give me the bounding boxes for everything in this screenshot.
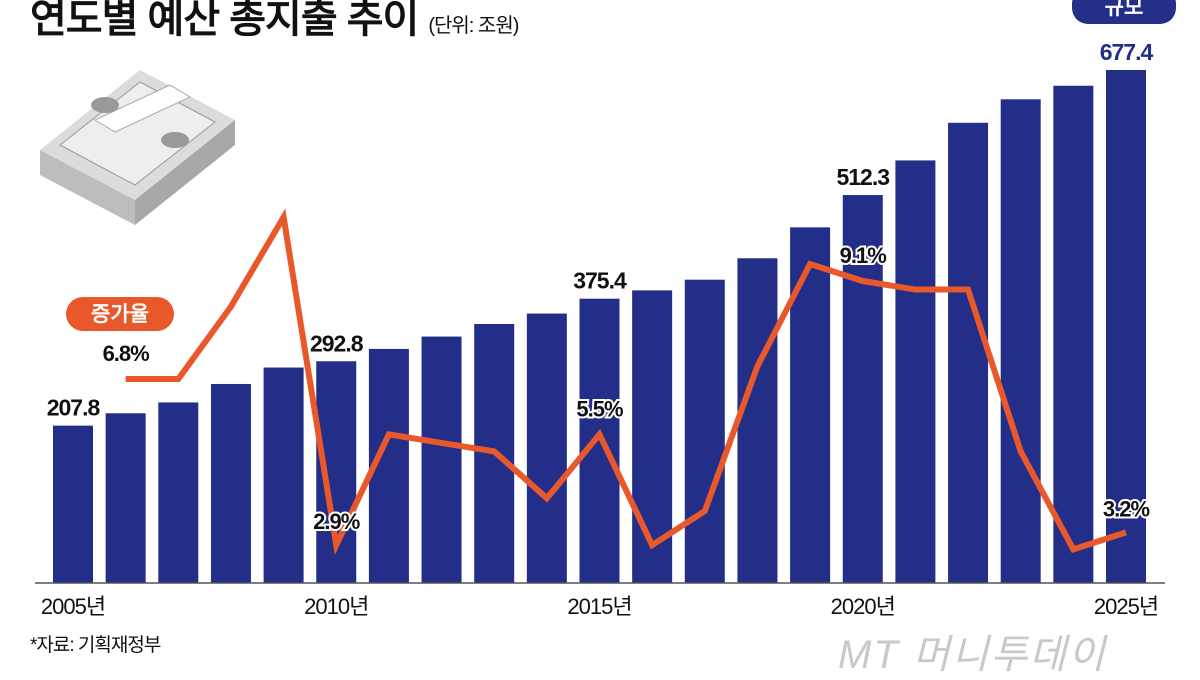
bar-value-label: 207.8 xyxy=(47,395,101,421)
bar-value-label: 375.4 xyxy=(573,268,627,294)
bar-2019 xyxy=(790,227,831,583)
title-text: 연도별 예산 총지출 추이 xyxy=(30,0,419,41)
bar-2020 xyxy=(842,195,883,584)
bar-value-label: 292.8 xyxy=(310,330,364,356)
bar-2024 xyxy=(1053,85,1094,584)
publisher-logo: MT 머니투데이 xyxy=(838,633,1107,677)
bar-2009 xyxy=(263,367,304,583)
legend-growth-pill: 증가율 xyxy=(66,297,174,331)
growth-value-label: 3.2% xyxy=(1103,496,1150,521)
bar-2021 xyxy=(895,160,936,584)
legend-size-label: 규모 xyxy=(1105,0,1144,19)
money-stack-icon xyxy=(40,70,235,225)
bar-2022 xyxy=(948,122,989,583)
bar-2017 xyxy=(684,279,725,583)
growth-value-label: 9.1% xyxy=(840,243,887,268)
unit-label: (단위: 조원) xyxy=(428,15,519,37)
bar-value-label: 512.3 xyxy=(836,164,889,190)
bar-2005 xyxy=(53,425,93,583)
growth-value-label: 5.5% xyxy=(576,396,623,421)
x-tick-label: 2010년 xyxy=(304,594,368,619)
legend-size-pill: 규모 xyxy=(1072,0,1176,24)
source-note: *자료: 기획재정부 xyxy=(30,635,161,656)
bar-2018 xyxy=(737,258,778,583)
bar-2008 xyxy=(210,383,251,583)
growth-rate-line xyxy=(125,208,1127,556)
growth-value-label: 2.9% xyxy=(313,509,360,534)
x-tick-label: 2025년 xyxy=(1094,594,1158,619)
x-tick-label: 2020년 xyxy=(831,594,895,619)
bar-2012 xyxy=(421,336,462,583)
legend-growth-label: 증가율 xyxy=(91,303,149,326)
bar-2023 xyxy=(1000,99,1041,583)
bar-2006 xyxy=(105,413,146,583)
growth-value-label: 6.8% xyxy=(103,341,150,366)
bar-2007 xyxy=(158,402,199,583)
bar-2025 xyxy=(1106,70,1146,583)
x-tick-label: 2005년 xyxy=(41,594,105,619)
x-tick-label: 2015년 xyxy=(567,594,631,619)
chart-title: 연도별 예산 총지출 추이 (단위: 조원) xyxy=(30,0,519,44)
bar-value-label: 677.4 xyxy=(1100,39,1154,65)
bar-2014 xyxy=(526,313,567,583)
